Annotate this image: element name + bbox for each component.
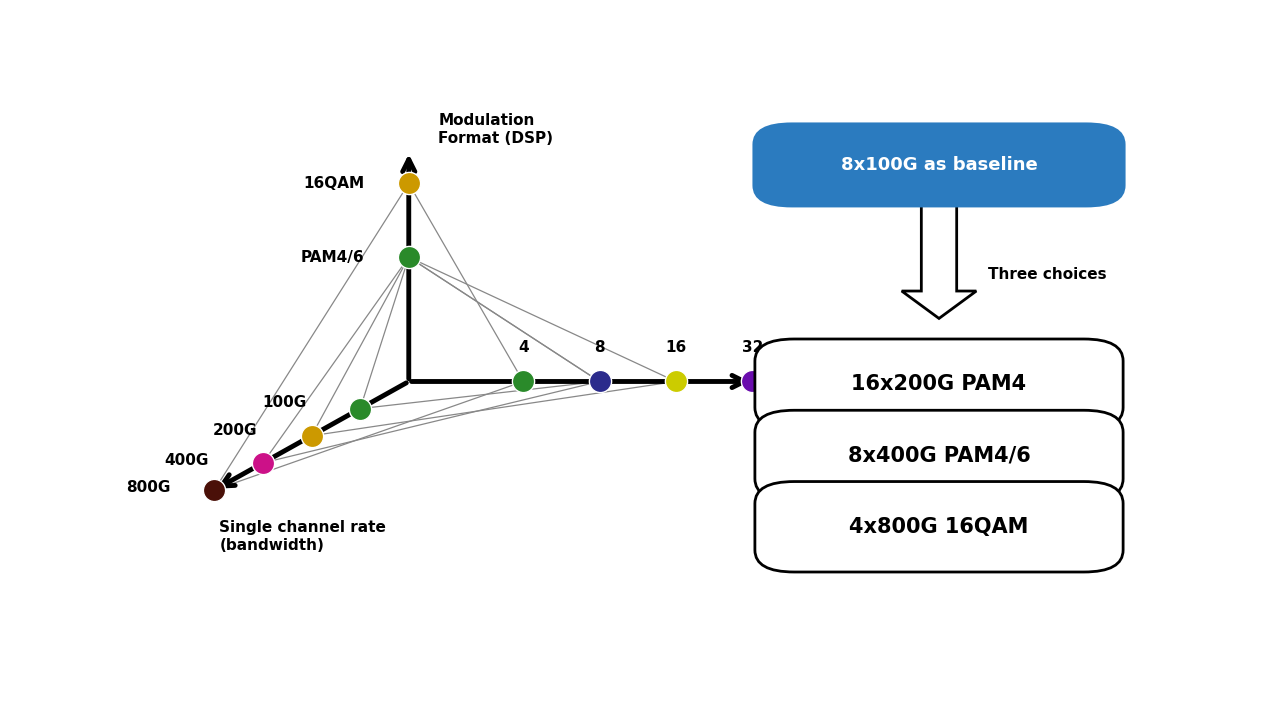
Text: Single channel rate
(bandwidth): Single channel rate (bandwidth) bbox=[219, 520, 386, 553]
Text: 16: 16 bbox=[665, 340, 687, 355]
Text: 100G: 100G bbox=[262, 394, 307, 409]
Text: 32: 32 bbox=[741, 340, 763, 355]
Text: 4: 4 bbox=[518, 340, 528, 355]
Text: Number of channels: Number of channels bbox=[763, 404, 935, 419]
FancyBboxPatch shape bbox=[755, 481, 1123, 572]
Text: Three choices: Three choices bbox=[988, 267, 1107, 282]
FancyBboxPatch shape bbox=[753, 122, 1125, 207]
Text: 16QAM: 16QAM bbox=[304, 176, 365, 191]
Polygon shape bbox=[902, 187, 977, 318]
Text: 8: 8 bbox=[594, 340, 604, 355]
Text: 16x200G PAM4: 16x200G PAM4 bbox=[851, 375, 1026, 394]
Text: 4x800G 16QAM: 4x800G 16QAM bbox=[849, 517, 1029, 537]
Text: PAM4/6: PAM4/6 bbox=[302, 250, 365, 265]
Text: 8x400G PAM4/6: 8x400G PAM4/6 bbox=[848, 446, 1030, 466]
Text: 8x100G as baseline: 8x100G as baseline bbox=[840, 156, 1038, 174]
Text: 800G: 800G bbox=[125, 480, 170, 495]
FancyBboxPatch shape bbox=[755, 339, 1123, 429]
Text: Modulation
Format (DSP): Modulation Format (DSP) bbox=[438, 113, 554, 146]
Text: 400G: 400G bbox=[165, 453, 209, 468]
FancyBboxPatch shape bbox=[755, 410, 1123, 501]
Text: 200G: 200G bbox=[213, 423, 257, 438]
